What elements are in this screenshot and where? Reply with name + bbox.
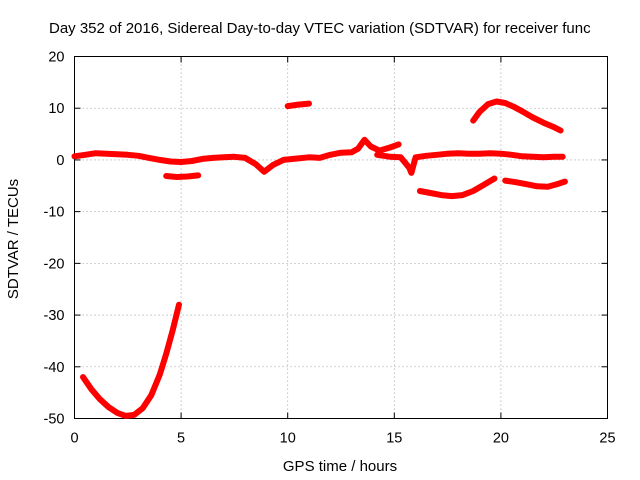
x-axis-label: GPS time / hours <box>283 458 397 475</box>
grid-layer <box>75 57 608 419</box>
x-tick-label: 10 <box>280 431 296 447</box>
series-late-negative <box>505 181 565 187</box>
series-layer <box>75 102 565 416</box>
sdtvar-chart: Day 352 of 2016, Sidereal Day-to-day VTE… <box>0 0 640 480</box>
y-tick-label: -50 <box>44 412 65 428</box>
y-tick-label: -30 <box>44 308 65 324</box>
x-tick-label: 5 <box>177 431 185 447</box>
series-main-band <box>75 140 399 172</box>
x-tick-label: 0 <box>70 431 78 447</box>
series-high-arc <box>473 102 560 131</box>
plot-frame <box>75 57 608 419</box>
series-deep-arc <box>83 305 179 416</box>
y-tick-label: -10 <box>44 205 65 221</box>
y-tick-label: 10 <box>48 101 64 117</box>
y-tick-label: 0 <box>56 153 64 169</box>
y-tick-label: -20 <box>44 256 65 272</box>
x-tick-label: 20 <box>493 431 509 447</box>
series-short-negative <box>166 175 198 177</box>
series-short-high <box>288 104 309 107</box>
x-tick-label: 25 <box>599 431 615 447</box>
y-axis-label: SDTVAR / TECUs <box>5 179 22 299</box>
series-main-band-late <box>377 153 563 173</box>
y-tick-label: 20 <box>48 50 64 66</box>
y-tick-label: -40 <box>44 360 65 376</box>
x-tick-label: 15 <box>386 431 402 447</box>
chart-title: Day 352 of 2016, Sidereal Day-to-day VTE… <box>49 20 591 37</box>
series-negative-dip <box>420 179 495 197</box>
tick-layer: 0 5 10 15 20 25 -50 -40 -30 -20 -10 0 10 20 <box>44 50 616 447</box>
